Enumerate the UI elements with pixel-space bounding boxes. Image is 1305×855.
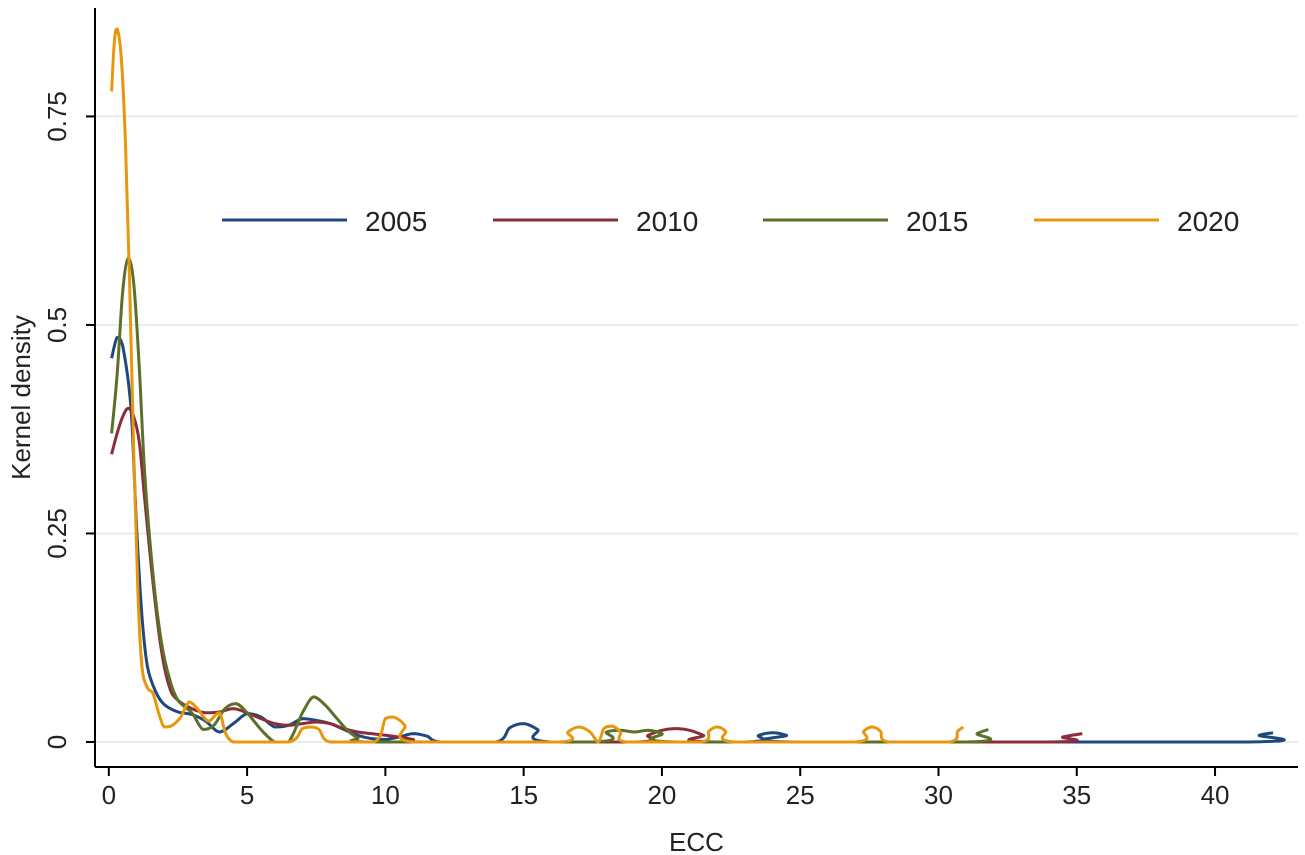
series-line-2020: [110, 27, 965, 744]
x-axis-title: ECC: [669, 827, 724, 855]
axes: 0 5 10 15 20 25 30 35 40 0 0.25 0.5 0.75: [42, 8, 1298, 810]
y-tick-label-2: 0.5: [42, 307, 72, 343]
x-tick-label-2: 10: [371, 780, 400, 810]
legend: 2005 2010 2015 2020: [222, 206, 1239, 237]
x-tick-label-8: 40: [1201, 780, 1230, 810]
legend-label-2005: 2005: [365, 206, 427, 237]
series-line-2010: [110, 406, 1083, 744]
series-line-2015: [110, 256, 993, 744]
x-tick-label-4: 20: [647, 780, 676, 810]
y-axis-title: Kernel density: [6, 315, 36, 480]
legend-label-2015: 2015: [906, 206, 968, 237]
legend-label-2020: 2020: [1177, 206, 1239, 237]
y-tick-label-3: 0.75: [42, 91, 72, 142]
x-tick-label-6: 30: [924, 780, 953, 810]
x-tick-label-3: 15: [509, 780, 538, 810]
series-lines: [110, 27, 1286, 744]
x-tick-label-7: 35: [1062, 780, 1091, 810]
y-tick-label-0: 0: [42, 735, 72, 749]
x-tick-label-5: 25: [786, 780, 815, 810]
series-line-2005: [110, 336, 1286, 744]
y-tick-label-1: 0.25: [42, 508, 72, 559]
legend-label-2010: 2010: [636, 206, 698, 237]
x-tick-label-1: 5: [240, 780, 254, 810]
x-tick-label-0: 0: [102, 780, 116, 810]
